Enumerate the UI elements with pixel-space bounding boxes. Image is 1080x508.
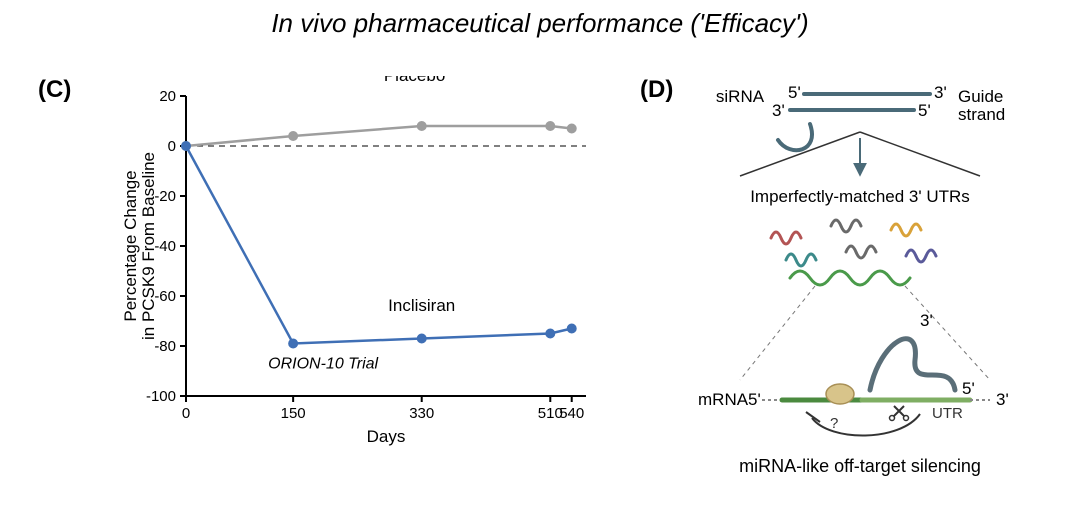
- svg-text:330: 330: [409, 405, 434, 422]
- panel-label-c: (C): [38, 76, 71, 104]
- svg-text:Imperfectly-matched 3' UTRs: Imperfectly-matched 3' UTRs: [750, 187, 970, 206]
- svg-text:UTR: UTR: [932, 405, 963, 422]
- svg-text:3': 3': [934, 83, 947, 102]
- svg-text:20: 20: [159, 88, 176, 105]
- svg-text:Percentage Change: Percentage Change: [121, 170, 140, 321]
- svg-text:5': 5': [748, 390, 761, 409]
- svg-text:ORION-10 Trial: ORION-10 Trial: [268, 356, 378, 373]
- svg-text:540: 540: [559, 405, 584, 422]
- svg-text:5': 5': [962, 379, 975, 398]
- svg-text:strand: strand: [958, 105, 1005, 124]
- svg-text:siRNA: siRNA: [716, 87, 765, 106]
- panel-label-d: (D): [640, 76, 673, 104]
- svg-text:mRNA: mRNA: [698, 390, 749, 409]
- svg-text:0: 0: [168, 138, 176, 155]
- svg-text:5': 5': [918, 101, 931, 120]
- svg-text:3': 3': [920, 311, 933, 330]
- svg-text:in PCSK9 From Baseline: in PCSK9 From Baseline: [139, 152, 158, 340]
- svg-text:3': 3': [996, 390, 1009, 409]
- svg-text:Guide: Guide: [958, 87, 1003, 106]
- svg-text:150: 150: [281, 405, 306, 422]
- svg-text:0: 0: [182, 405, 190, 422]
- svg-text:?: ?: [830, 415, 838, 432]
- svg-text:-100: -100: [146, 388, 176, 405]
- main-title: In vivo pharmaceutical performance ('Eff…: [0, 8, 1080, 39]
- svg-text:3': 3': [772, 101, 785, 120]
- svg-text:Placebo: Placebo: [384, 76, 445, 85]
- chart-c: -100-80-60-40-200200150330510540DaysPerc…: [120, 76, 615, 476]
- svg-text:5': 5': [788, 83, 801, 102]
- svg-text:Inclisiran: Inclisiran: [388, 296, 455, 315]
- diagram-d: siRNA5'3'3'5'GuidestrandImperfectly-matc…: [670, 80, 1070, 490]
- svg-text:Days: Days: [367, 427, 406, 446]
- svg-text:miRNA-like off-target silencin: miRNA-like off-target silencing: [739, 456, 981, 476]
